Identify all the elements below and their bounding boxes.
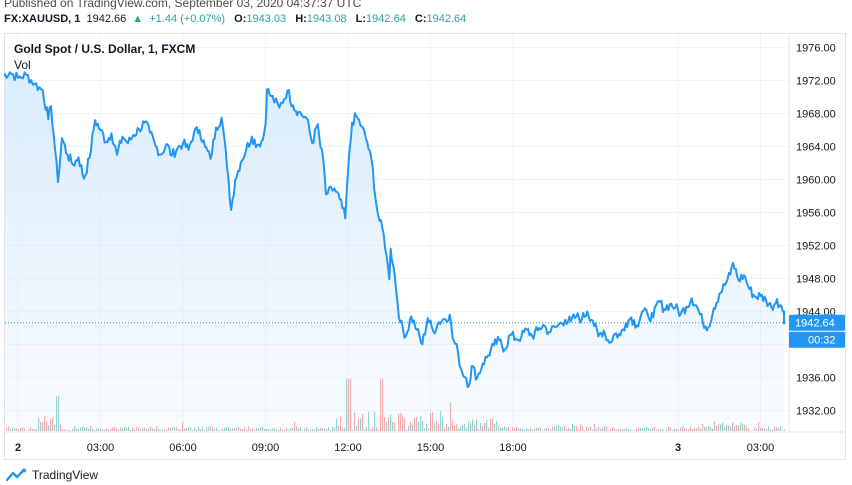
published-note: Published on TradingView.com, September … (4, 0, 362, 10)
volume-label: Vol (14, 58, 31, 72)
y-tick-label: 1968.00 (796, 109, 836, 121)
x-tick-label: 2 (15, 442, 21, 454)
close-value: 1942.64 (426, 13, 467, 25)
x-tick-label: 03:00 (87, 442, 115, 454)
x-tick-label: 06:00 (169, 442, 197, 454)
high-value: 1943.08 (306, 13, 347, 25)
x-tick-label: 3 (675, 442, 681, 454)
chart-title: Gold Spot / U.S. Dollar, 1, FXCM (14, 42, 196, 56)
y-tick-label: 1952.00 (796, 241, 836, 253)
volume-bar (784, 429, 786, 431)
low-value: 1942.64 (366, 13, 406, 25)
open-value: 1943.03 (246, 13, 287, 25)
x-tick-label: 12:00 (334, 442, 362, 454)
price-axis[interactable]: 1932.001936.001944.001948.001952.001956.… (796, 43, 836, 418)
last-price: 1942.66 (86, 13, 127, 25)
low-label: L: (355, 13, 367, 25)
y-tick-label: 1956.00 (796, 208, 836, 220)
time-axis[interactable]: 2 03:00 06:00 09:00 12:00 15:00 18:00 3 03:00 (15, 442, 774, 454)
x-tick-label: 15:00 (417, 442, 445, 454)
x-tick-label: 18:00 (499, 442, 527, 454)
countdown-tag-text: 00:32 (808, 335, 836, 347)
y-tick-label: 1932.00 (796, 406, 836, 418)
price-tag-text: 1942.64 (795, 318, 835, 330)
brand-text: TradingView (32, 468, 99, 482)
x-tick-label: 03:00 (747, 442, 775, 454)
y-tick-label: 1972.00 (796, 76, 836, 88)
price-line (4, 71, 785, 389)
symbol-label[interactable]: FX:XAUUSD, 1 (4, 13, 81, 25)
tradingview-logo[interactable]: TradingView (6, 467, 98, 483)
countdown-tag: 00:32 (789, 331, 845, 348)
high-label: H: (295, 13, 307, 25)
close-label: C: (414, 13, 427, 25)
y-tick-label: 1964.00 (796, 142, 836, 154)
open-label: O: (234, 13, 247, 25)
y-tick-label: 1936.00 (796, 373, 836, 385)
change-arrow-icon: ▲ (132, 13, 144, 25)
symbol-header: FX:XAUUSD, 1 1942.66 ▲ +1.44 (+0.07%) O:… (4, 13, 472, 25)
y-tick-label: 1976.00 (796, 43, 836, 55)
price-area (5, 72, 784, 432)
y-tick-label: 1960.00 (796, 175, 836, 187)
y-tick-label: 1948.00 (796, 274, 836, 286)
chart-frame (4, 33, 846, 460)
price-change: +1.44 (+0.07%) (149, 13, 226, 25)
price-tag: 1942.64 (789, 314, 845, 331)
tradingview-icon (6, 468, 26, 482)
x-tick-label: 09:00 (252, 442, 280, 454)
